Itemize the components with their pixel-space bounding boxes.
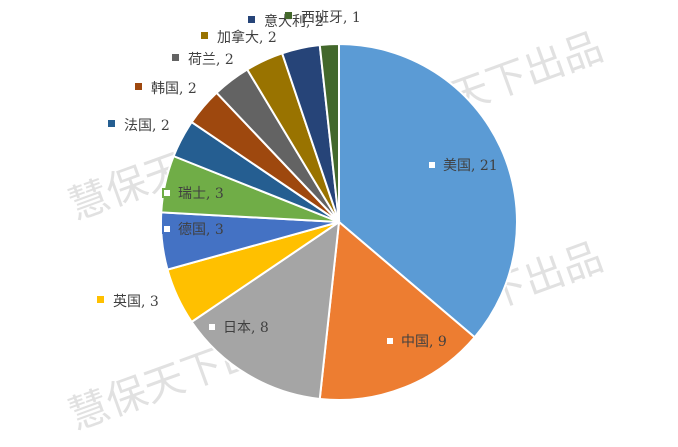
pie-slice bbox=[190, 219, 341, 401]
pie-slice bbox=[338, 42, 518, 339]
data-label: 美国, 21 bbox=[443, 158, 498, 174]
data-label: 中国, 9 bbox=[401, 334, 447, 350]
label-marker bbox=[207, 322, 217, 332]
label-marker bbox=[97, 296, 104, 303]
data-label: 加拿大, 2 bbox=[217, 29, 277, 46]
label-marker bbox=[285, 12, 292, 19]
label-marker bbox=[172, 54, 179, 61]
label-marker bbox=[201, 32, 208, 39]
label-marker bbox=[108, 120, 115, 127]
pie-slice bbox=[318, 42, 340, 223]
data-label: 德国, 3 bbox=[178, 222, 224, 238]
data-label: 意大利, 2 bbox=[264, 13, 324, 30]
data-label: 英国, 3 bbox=[113, 293, 159, 310]
label-marker bbox=[248, 16, 255, 23]
pie-slice bbox=[318, 220, 477, 401]
label-marker bbox=[135, 83, 142, 90]
label-marker bbox=[162, 188, 172, 198]
label-marker bbox=[162, 224, 172, 234]
data-labels: 美国, 21 中国, 9 日本, 8 英国, 3 德国, 3 瑞士, 3 法国, 2 韩国, … bbox=[97, 10, 498, 350]
label-marker bbox=[385, 336, 395, 346]
data-label: 日本, 8 bbox=[223, 320, 269, 336]
data-label: 瑞士, 3 bbox=[178, 186, 224, 202]
pie-slices bbox=[159, 42, 518, 401]
data-label: 韩国, 2 bbox=[151, 81, 197, 97]
label-marker bbox=[427, 160, 437, 170]
data-label: 西班牙, 1 bbox=[301, 10, 361, 26]
data-label: 法国, 2 bbox=[124, 118, 170, 134]
data-label: 荷兰, 2 bbox=[188, 52, 234, 68]
